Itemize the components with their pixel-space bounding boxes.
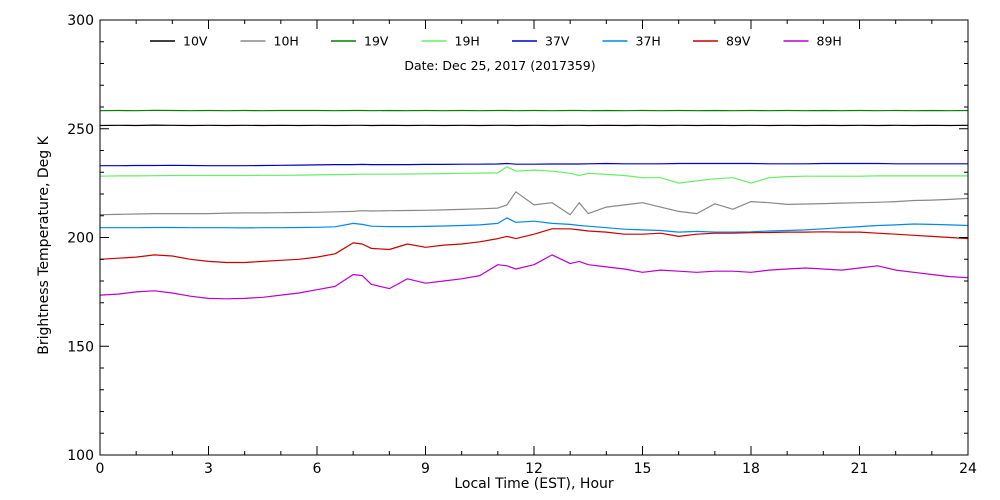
legend-label-19v: 19V <box>364 34 389 49</box>
series-line-37h <box>100 217 969 233</box>
series-line-19h <box>99 166 968 184</box>
series-lines <box>99 109 969 300</box>
date-annotation: Date: Dec 25, 2017 (2017359) <box>404 58 595 73</box>
series-line-10h <box>99 191 969 216</box>
legend-label-10v: 10V <box>183 34 208 49</box>
y-tick-label: 150 <box>67 339 94 355</box>
y-axis-label: Brightness Temperature, Deg K <box>36 135 52 354</box>
series-line-89v <box>99 228 969 264</box>
legend-label-89v: 89V <box>726 34 751 49</box>
series-line-89h <box>99 254 969 300</box>
series-line-37v <box>100 162 968 167</box>
legend: 10V 10H 19V 19H 37V 37H 89V 89H <box>150 34 842 49</box>
x-tick-label: 18 <box>742 461 760 477</box>
legend-label-10h: 10H <box>274 34 299 49</box>
x-tick-label: 15 <box>634 461 652 477</box>
y-tick-label: 200 <box>67 231 94 247</box>
x-tick-label: 3 <box>204 461 213 477</box>
x-tick-label: 6 <box>313 461 322 477</box>
y-tick-label: 250 <box>67 122 94 138</box>
legend-label-19h: 19H <box>455 34 480 49</box>
y-tick-label: 300 <box>67 13 94 29</box>
x-tick-label: 0 <box>96 461 105 477</box>
plot-frame <box>99 19 969 456</box>
x-axis-label: Local Time (EST), Hour <box>454 476 614 492</box>
x-tick-label: 24 <box>959 461 977 477</box>
legend-label-37h: 37H <box>636 34 661 49</box>
axes: 0 3 6 9 12 15 18 21 24 100 150 200 250 300 <box>67 13 977 477</box>
y-tick-label: 100 <box>67 448 94 464</box>
legend-label-37v: 37V <box>545 34 570 49</box>
x-tick-label: 9 <box>421 461 430 477</box>
x-tick-label: 21 <box>851 461 869 477</box>
x-tick-label: 12 <box>525 461 543 477</box>
legend-label-89h: 89H <box>817 34 842 49</box>
